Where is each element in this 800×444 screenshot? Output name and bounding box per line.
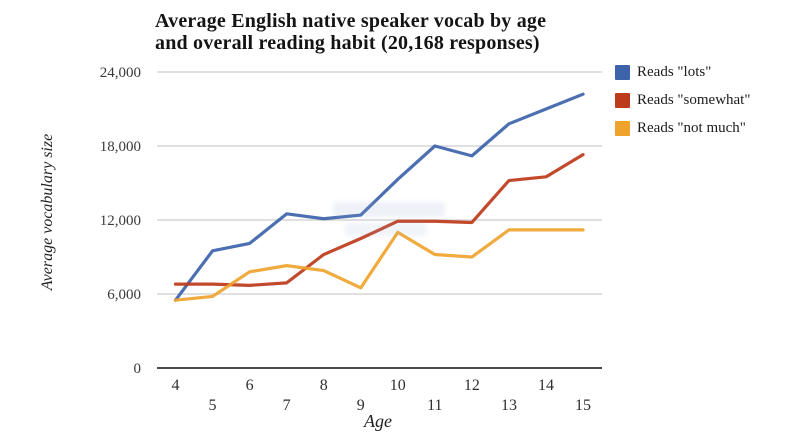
x-tick-label: 10 xyxy=(390,377,406,394)
legend-item-reads-not-much: Reads "not much" xyxy=(615,120,750,136)
legend: Reads "lots" Reads "somewhat" Reads "not… xyxy=(615,64,750,148)
x-tick-label: 7 xyxy=(283,397,291,414)
x-tick-label: 12 xyxy=(464,377,480,394)
legend-label-reads-lots: Reads "lots" xyxy=(637,63,712,80)
chart-title: Average English native speaker vocab by … xyxy=(155,10,546,54)
legend-item-reads-somewhat: Reads "somewhat" xyxy=(615,92,750,108)
x-tick-label: 14 xyxy=(538,377,554,394)
x-axis-title: Age xyxy=(364,411,392,431)
y-tick-label: 6,000 xyxy=(107,287,141,303)
x-tick-label: 9 xyxy=(357,397,365,414)
chart-title-line2: and overall reading habit (20,168 respon… xyxy=(155,32,540,54)
legend-swatch-reads-lots xyxy=(615,64,630,80)
x-tick-label: 8 xyxy=(320,377,328,394)
legend-label-reads-somewhat: Reads "somewhat" xyxy=(637,91,751,108)
legend-swatch-reads-somewhat xyxy=(615,92,630,108)
x-tick-label: 6 xyxy=(246,377,254,394)
legend-label-reads-not-much: Reads "not much" xyxy=(637,119,746,136)
y-tick-label: 18,000 xyxy=(100,139,141,155)
y-tick-label: 0 xyxy=(134,361,142,377)
chart-title-line1: Average English native speaker vocab by … xyxy=(155,10,547,32)
series-line-1 xyxy=(173,153,585,287)
y-tick-label: 12,000 xyxy=(100,213,141,229)
x-tick-label: 11 xyxy=(427,397,442,414)
legend-item-reads-lots: Reads "lots" xyxy=(615,64,750,80)
x-tick-label: 4 xyxy=(172,377,180,394)
y-axis-title: Average vocabulary size xyxy=(39,133,56,291)
legend-swatch-reads-not-much xyxy=(615,120,630,136)
x-tick-label: 5 xyxy=(209,397,217,414)
series-line-2 xyxy=(173,228,585,302)
x-tick-label: 13 xyxy=(501,397,517,414)
x-tick-label: 15 xyxy=(575,397,591,414)
series-line-0 xyxy=(173,92,585,302)
y-tick-label: 24,000 xyxy=(100,65,141,81)
